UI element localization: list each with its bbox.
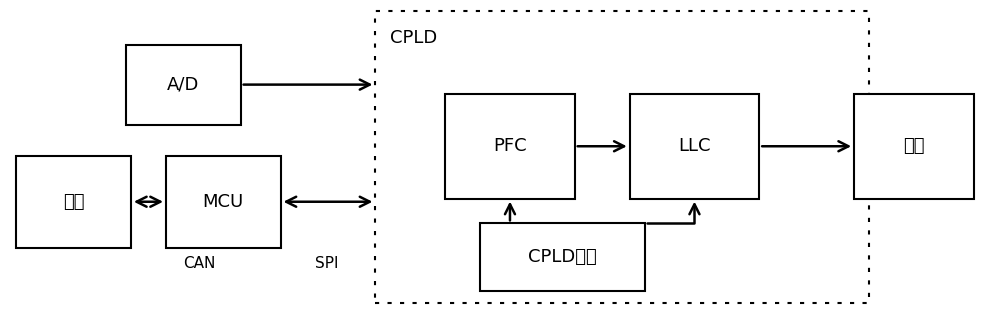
Text: CAN: CAN bbox=[183, 256, 215, 271]
Bar bbox=[854, 94, 974, 199]
Text: CPLD控制: CPLD控制 bbox=[528, 248, 597, 266]
Text: 电池: 电池 bbox=[903, 137, 925, 155]
Bar bbox=[166, 156, 281, 248]
Bar bbox=[630, 94, 759, 199]
Bar bbox=[480, 223, 645, 291]
Text: SPI: SPI bbox=[315, 256, 338, 271]
Text: PFC: PFC bbox=[493, 137, 527, 155]
Bar bbox=[16, 156, 131, 248]
Bar bbox=[375, 11, 869, 304]
Bar bbox=[126, 44, 241, 125]
Text: CPLD: CPLD bbox=[390, 29, 438, 47]
Text: 汽车: 汽车 bbox=[63, 193, 84, 211]
Text: LLC: LLC bbox=[678, 137, 711, 155]
Text: A/D: A/D bbox=[167, 76, 200, 94]
Text: MCU: MCU bbox=[203, 193, 244, 211]
Bar bbox=[445, 94, 575, 199]
